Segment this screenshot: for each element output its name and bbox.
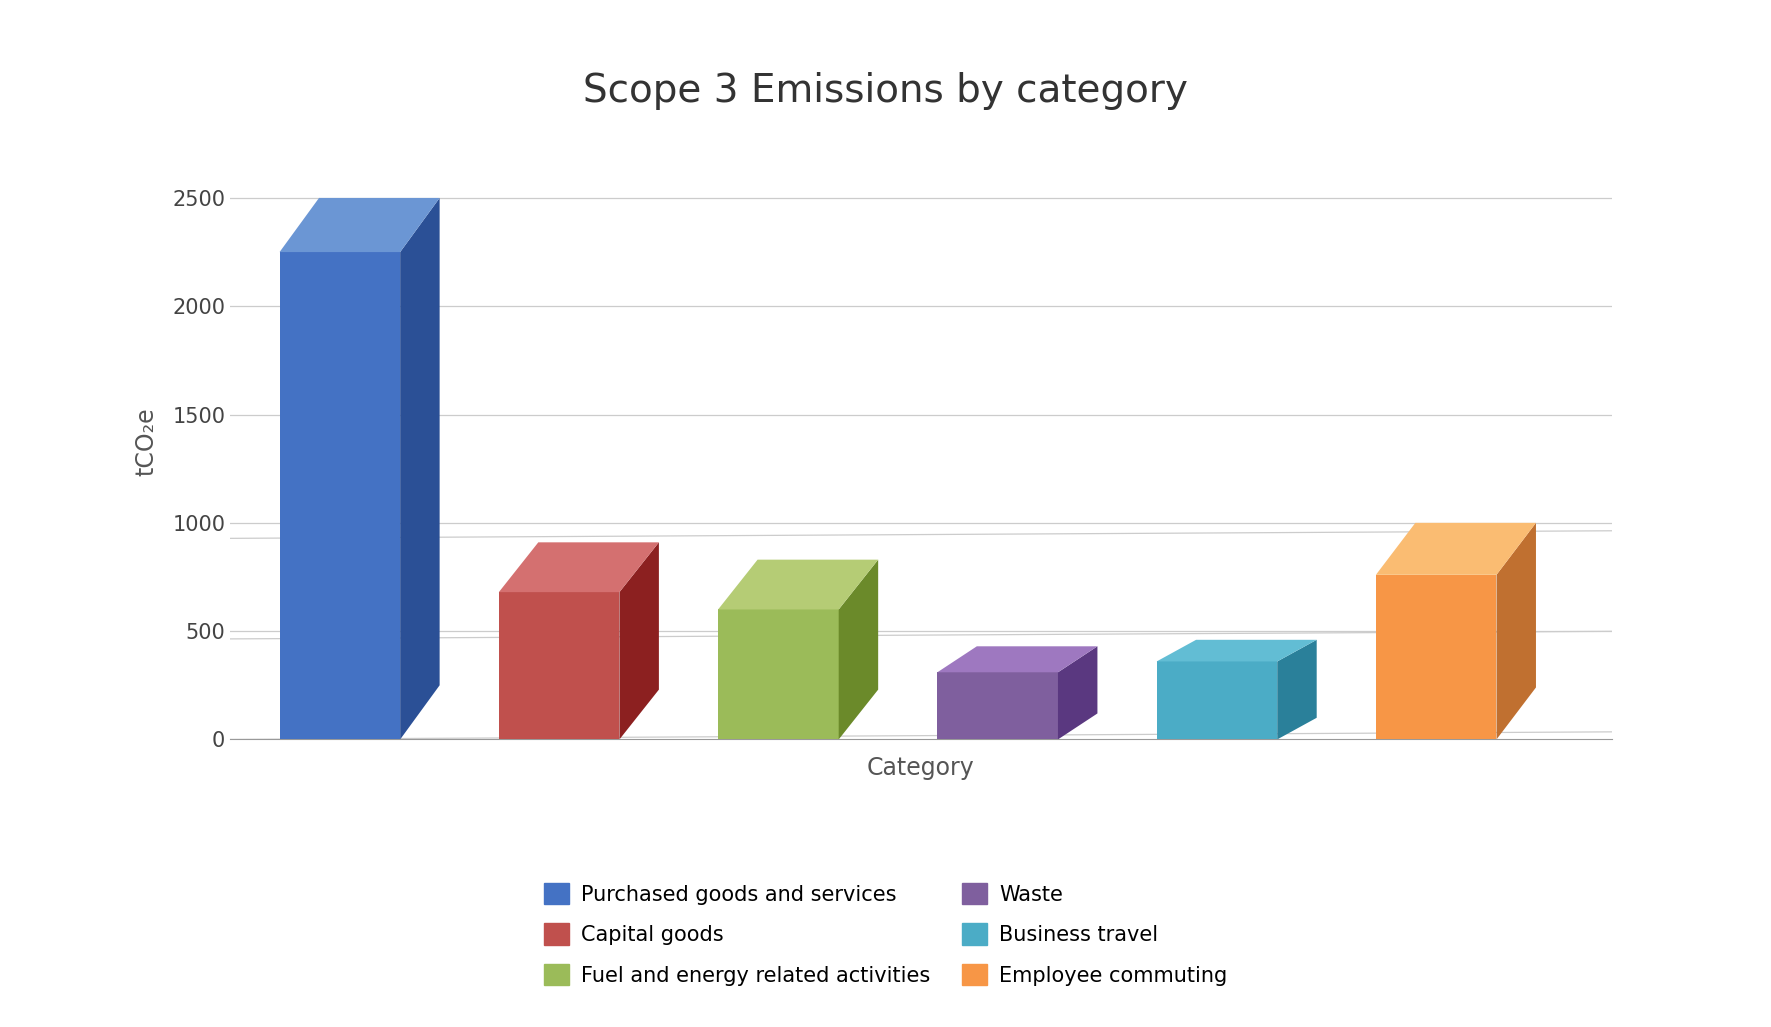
Polygon shape bbox=[1277, 640, 1316, 739]
Polygon shape bbox=[1496, 523, 1535, 739]
Bar bbox=[937, 673, 1057, 739]
Y-axis label: tCO₂e: tCO₂e bbox=[135, 408, 158, 476]
Polygon shape bbox=[1156, 640, 1316, 661]
Bar bbox=[499, 593, 620, 739]
Polygon shape bbox=[499, 542, 659, 593]
Polygon shape bbox=[280, 198, 439, 252]
Polygon shape bbox=[620, 542, 659, 739]
Polygon shape bbox=[937, 646, 1098, 673]
Bar bbox=[1156, 661, 1277, 739]
Polygon shape bbox=[400, 198, 439, 739]
Polygon shape bbox=[1376, 523, 1535, 575]
Polygon shape bbox=[1057, 646, 1098, 739]
Bar bbox=[280, 252, 400, 739]
Legend: Purchased goods and services, Capital goods, Fuel and energy related activities,: Purchased goods and services, Capital go… bbox=[533, 873, 1238, 996]
Polygon shape bbox=[839, 560, 878, 739]
X-axis label: Category: Category bbox=[868, 756, 974, 781]
Text: Scope 3 Emissions by category: Scope 3 Emissions by category bbox=[583, 72, 1188, 110]
Bar bbox=[1376, 575, 1496, 739]
Polygon shape bbox=[717, 560, 878, 609]
Bar bbox=[717, 609, 839, 739]
